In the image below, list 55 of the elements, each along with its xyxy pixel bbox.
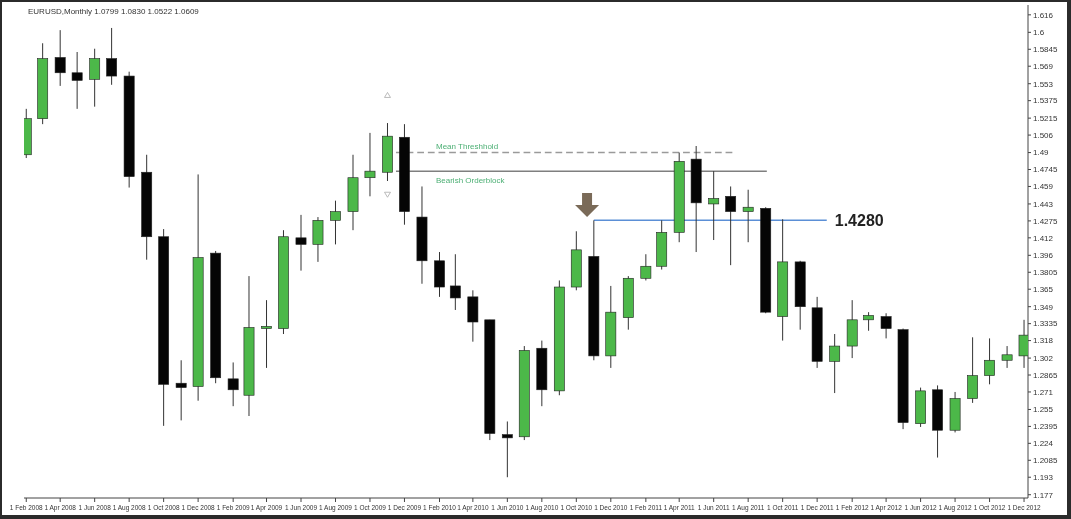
y-tick-label: 1.5845: [1033, 45, 1059, 55]
y-tick-label: 1.349: [1033, 302, 1054, 312]
annotation: 1.4280: [834, 211, 884, 229]
y-tick-label: 1.6: [1033, 28, 1045, 38]
y-tick-label: 1.302: [1033, 353, 1054, 363]
y-tick-label: 1.5375: [1033, 96, 1059, 106]
candlestick: [364, 132, 376, 197]
candlestick: [742, 189, 754, 243]
y-tick-label: 1.616: [1033, 10, 1054, 20]
y-tick-label: 1.365: [1033, 285, 1054, 295]
candlestick: [829, 333, 841, 394]
y-tick-label: 1.255: [1033, 405, 1054, 415]
candlestick: [984, 337, 995, 385]
candlestick: [501, 420, 513, 478]
y-tick-label: 1.396: [1033, 251, 1054, 261]
candlestick: [54, 29, 66, 87]
candlestick: [449, 253, 461, 311]
y-tick-label: 1.271: [1033, 387, 1054, 397]
y-tick-label: 1.3805: [1033, 268, 1059, 278]
y-tick-label: 1.569: [1033, 62, 1054, 72]
candlestick: [175, 359, 187, 421]
candlestick: [227, 361, 239, 407]
y-tick-label: 1.2395: [1033, 422, 1059, 432]
candlestick: [640, 253, 652, 281]
candlestick: [106, 27, 118, 86]
chart-title: EURUSD,Monthly 1.0799 1.0830 1.0522 1.0609: [28, 7, 200, 16]
y-tick-label: 1.2085: [1033, 456, 1059, 466]
candlestick: [708, 170, 720, 241]
candlestick: [863, 311, 874, 332]
y-tick-label: 1.443: [1033, 199, 1054, 209]
y-tick-label: 1.4745: [1033, 165, 1059, 175]
candlestick: [71, 51, 83, 110]
candlestick: [1001, 345, 1013, 369]
y-tick-label: 1.5215: [1033, 113, 1059, 123]
y-tick-label: 1.459: [1033, 182, 1054, 192]
candlestick: [295, 214, 307, 272]
candlestick: [330, 200, 341, 245]
candlestick: [261, 299, 272, 369]
y-tick-label: 1.506: [1033, 130, 1054, 140]
candlestick: [880, 312, 892, 339]
y-tick-label: 1.224: [1033, 439, 1054, 449]
y-tick-label: 1.193: [1033, 473, 1054, 483]
y-tick-label: 1.177: [1033, 490, 1054, 500]
y-tick-label: 1.3335: [1033, 319, 1059, 329]
series-label: Bearish Orderblock: [435, 176, 506, 186]
y-tick-label: 1.412: [1033, 233, 1054, 243]
candlestick: [725, 185, 737, 266]
y-tick-label: 1.553: [1033, 79, 1054, 89]
candlestick: [967, 336, 978, 404]
y-tick-label: 1.49: [1033, 148, 1050, 158]
series-label: Mean Threshhold: [435, 141, 499, 151]
candlestick: [89, 48, 101, 108]
y-tick-label: 1.2865: [1033, 370, 1059, 380]
y-tick-label: 1.318: [1033, 336, 1054, 346]
y-tick-label: 1.4275: [1033, 216, 1059, 226]
